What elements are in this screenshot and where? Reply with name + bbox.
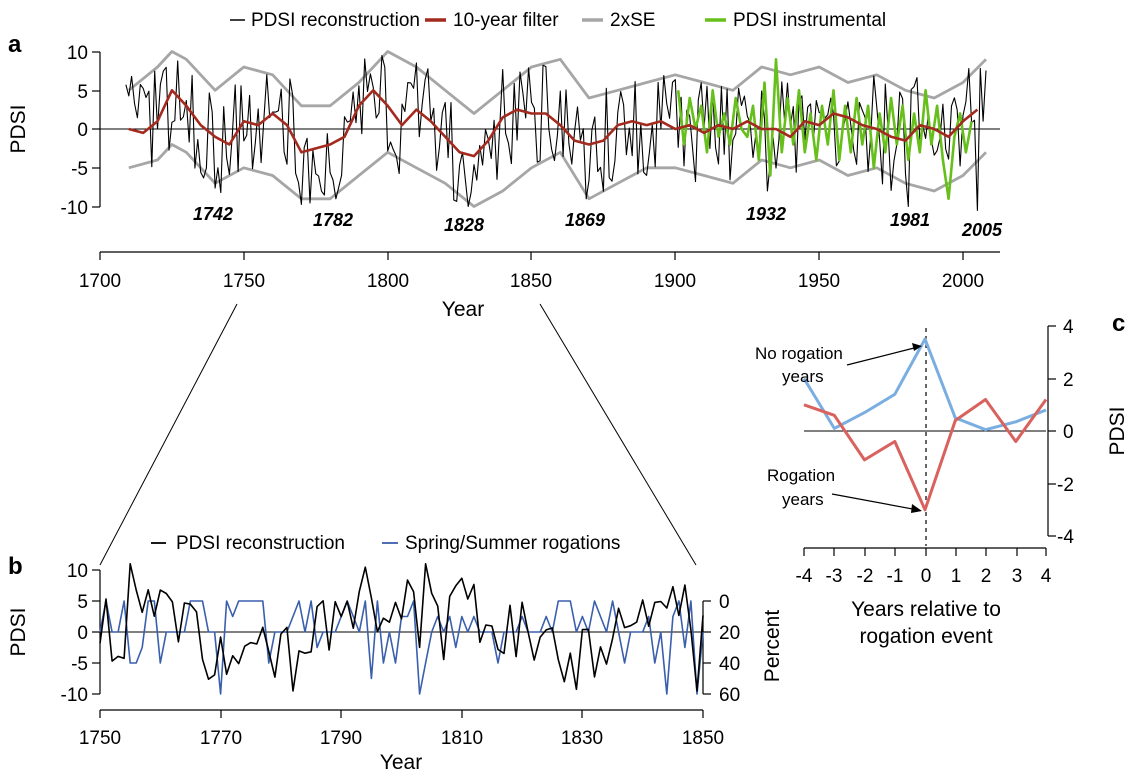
panel-c-x-tick-label: 2 <box>981 566 992 587</box>
panel-b-y2-tick-label: 40 <box>719 654 740 675</box>
panel-a-x-tick-label: 1800 <box>367 271 409 292</box>
annotation-arrow-rogation <box>831 493 919 511</box>
panel-a-letter: a <box>8 31 22 58</box>
panel-b-x-axis-title: Year <box>380 751 422 774</box>
drought-label-1782: 1782 <box>313 210 353 230</box>
panel-b-reconstruction-series <box>99 562 704 692</box>
legend-label-reconstruction: PDSI reconstruction <box>176 533 345 554</box>
panel-c-x-tick-label: 3 <box>1012 566 1023 587</box>
panel-a-x-axis-title: Year <box>442 298 484 321</box>
panel-b: b PDSI reconstruction Spring/Summer roga… <box>7 533 784 774</box>
panel-b-y-tick-label: 10 <box>67 561 88 582</box>
panel-c-series <box>802 337 1048 512</box>
panel-c-y-tick-label: -4 <box>1057 527 1074 548</box>
panel-b-y2-tick-label: 20 <box>719 623 740 644</box>
panel-b-y-tick-label: -10 <box>61 685 88 706</box>
drought-label-1828: 1828 <box>444 215 484 235</box>
panel-a-x-tick-label: 1700 <box>79 271 121 292</box>
panel-c-y-tick-label: 0 <box>1063 422 1074 443</box>
drought-label-1869: 1869 <box>565 210 605 230</box>
panel-a-x-tick-label: 2000 <box>942 271 984 292</box>
zoom-connector-left <box>99 303 238 566</box>
panel-a-instrumental-series <box>676 57 973 201</box>
filter-line <box>128 89 979 158</box>
panel-c-x-tick-label: 4 <box>1041 566 1052 587</box>
panel-c-x-tick-label: -1 <box>887 566 904 587</box>
annotation-rogation-line1: Rogation <box>767 466 835 485</box>
panel-b-y2-tick-label: 60 <box>719 685 740 706</box>
panel-c-x-axis-title-line2: rogation event <box>859 625 992 648</box>
instrumental-line <box>676 57 973 201</box>
panel-c-x-tick-label: -2 <box>857 566 874 587</box>
panel-b-letter: b <box>8 553 23 580</box>
reconstruction-line <box>99 562 704 692</box>
drought-label-1742: 1742 <box>193 204 233 224</box>
annotation-rogation-line2: years <box>782 490 824 509</box>
panel-c-y-tick-label: 2 <box>1063 370 1074 391</box>
panel-b-y2-tick-label: 0 <box>719 592 730 613</box>
se-lower-line <box>128 143 987 208</box>
panel-a: a PDSI reconstruction 10-year filter 2xS… <box>7 10 1003 321</box>
legend-label-se: 2xSE <box>610 10 655 31</box>
panel-a-filter-series <box>128 89 979 158</box>
annotation-no-rogation-line1: No rogation <box>755 344 843 363</box>
rogation-line <box>803 398 1048 512</box>
legend-label-filter: 10-year filter <box>453 10 559 31</box>
panel-b-x-tick-label: 1810 <box>441 728 483 749</box>
panel-b-x-tick-label: 1750 <box>79 728 121 749</box>
panel-a-x-tick-label: 1750 <box>223 271 265 292</box>
legend-label-reconstruction: PDSI reconstruction <box>251 10 420 31</box>
panel-a-legend: PDSI reconstruction 10-year filter 2xSE … <box>230 10 886 31</box>
se-upper-line <box>127 50 987 115</box>
legend-label-rogations: Spring/Summer rogations <box>405 533 620 554</box>
panel-a-y-axis-title: PDSI <box>7 104 30 153</box>
panel-a-y-tick-label: -10 <box>61 198 88 219</box>
legend-label-instrumental: PDSI instrumental <box>733 10 886 31</box>
panel-a-se-lines <box>127 50 987 208</box>
annotation-no-rogation-line2: years <box>782 367 824 386</box>
panel-a-y-tick-label: 10 <box>67 43 88 64</box>
zoom-connector-right <box>539 303 697 566</box>
panel-b-legend: PDSI reconstruction Spring/Summer rogati… <box>151 533 620 554</box>
panel-b-x-tick-label: 1770 <box>200 728 242 749</box>
panel-c-x-tick-label: 1 <box>951 566 962 587</box>
panel-b-x-tick-label: 1830 <box>561 728 603 749</box>
panel-c-y-axis-title: PDSI <box>1106 406 1129 455</box>
panel-b-y-tick-label: 5 <box>77 592 88 613</box>
annotation-arrow-no-rogation <box>846 346 919 366</box>
panel-c-x-tick-label: -4 <box>796 566 813 587</box>
panel-b-x-tick-label: 1850 <box>682 728 724 749</box>
panel-a-x-tick-label: 1950 <box>798 271 840 292</box>
drought-label-1932: 1932 <box>746 204 786 224</box>
panel-c-x-tick-label: -3 <box>826 566 843 587</box>
panel-c: c 4 2 0 -2 -4 PDSI -4 -3 -2 -1 0 1 2 3 4… <box>755 310 1129 648</box>
arrowhead-icon <box>911 504 922 513</box>
panel-c-x-tick-label: 0 <box>921 566 932 587</box>
arrowhead-icon <box>912 343 922 351</box>
panel-a-y-tick-label: 5 <box>77 82 88 103</box>
panel-a-x-tick-label: 1850 <box>510 271 552 292</box>
panel-c-x-axis-title-line1: Years relative to <box>851 598 1001 621</box>
panel-a-y-tick-label: 0 <box>77 120 88 141</box>
panel-c-y-tick-label: 4 <box>1063 317 1074 338</box>
panel-b-y-axis-title: PDSI <box>7 607 30 656</box>
panel-c-letter: c <box>1112 310 1125 337</box>
panel-b-y-tick-label: 0 <box>77 623 88 644</box>
drought-label-2005: 2005 <box>961 220 1003 240</box>
no-rogation-line <box>802 337 1047 432</box>
panel-b-y-tick-label: -5 <box>71 654 88 675</box>
panel-a-x-tick-label: 1900 <box>654 271 696 292</box>
panel-b-x-tick-label: 1790 <box>320 728 362 749</box>
drought-label-1981: 1981 <box>890 210 930 230</box>
panel-c-y-tick-label: -2 <box>1057 475 1074 496</box>
panel-b-y2-axis-title: Percent <box>761 610 784 683</box>
panel-a-y-tick-label: -5 <box>71 159 88 180</box>
